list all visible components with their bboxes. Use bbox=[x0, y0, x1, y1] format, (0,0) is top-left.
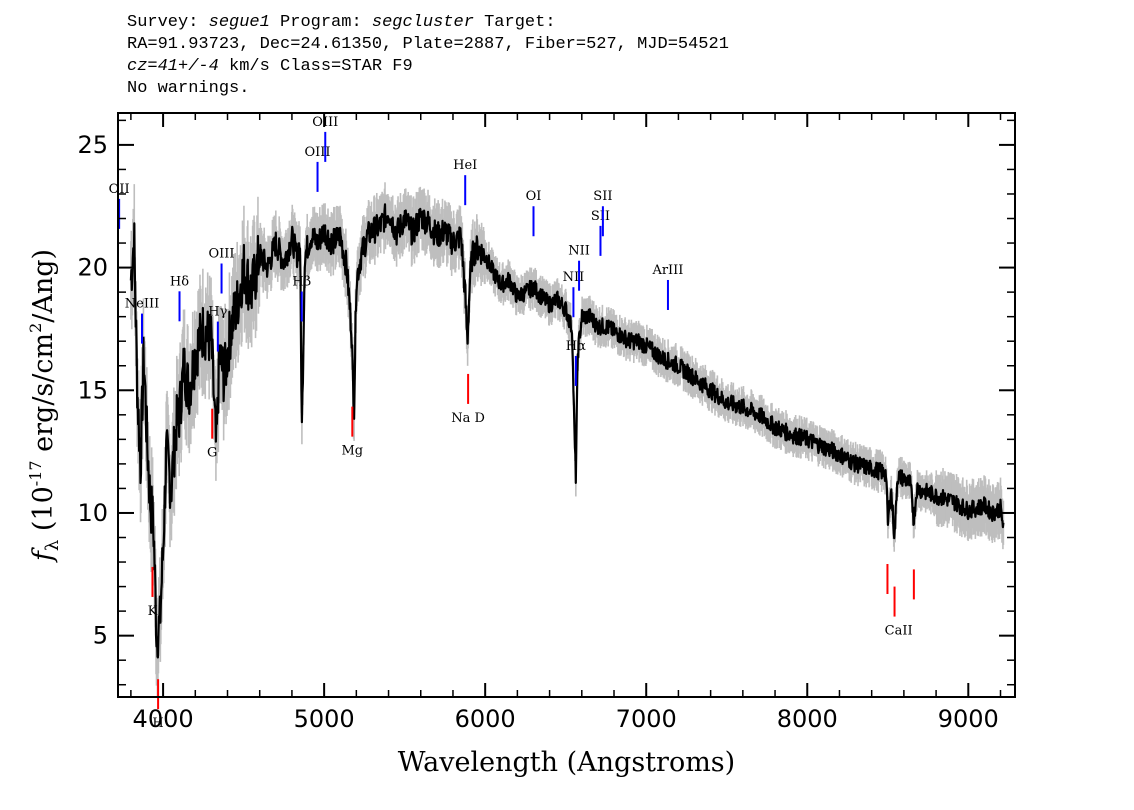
class-text: km/s Class=STAR F9 bbox=[218, 57, 413, 76]
absorption-line-label: Na D bbox=[451, 411, 485, 426]
plot-frame bbox=[117, 112, 1016, 698]
emission-line-label: NII bbox=[568, 244, 590, 259]
y-title-square: 2 bbox=[26, 323, 45, 333]
y-title-pre: (10 bbox=[28, 486, 59, 539]
emission-line-label: HeI bbox=[453, 158, 477, 173]
y-axis-title: fλ (10-17 erg/s/cm2/Ang) bbox=[26, 249, 63, 563]
spectrum-header: Survey: segue1 Program: segcluster Targe… bbox=[127, 12, 729, 100]
x-tick-label: 5000 bbox=[294, 705, 355, 733]
survey-name: segue1 bbox=[208, 13, 270, 32]
header-line-coordinates: RA=91.93723, Dec=24.61350, Plate=2887, F… bbox=[127, 35, 729, 54]
emission-line-label: Hδ bbox=[170, 274, 189, 289]
absorption-line-label: K bbox=[148, 604, 158, 619]
x-tick-label: 9000 bbox=[938, 705, 999, 733]
emission-line-label: Hβ bbox=[292, 275, 311, 290]
x-tick-label: 7000 bbox=[616, 705, 677, 733]
flux-series-line bbox=[129, 203, 1005, 659]
axes: 4000 5000 6000 7000 8000 9000 5 10 15 20 25 bbox=[77, 113, 1015, 733]
emission-line-label: OI bbox=[526, 189, 542, 204]
y-tick-label: 5 bbox=[93, 622, 108, 650]
absorption-line-label: Mg bbox=[341, 444, 363, 459]
program-prefix: Program: bbox=[269, 13, 372, 32]
x-tick-label: 8000 bbox=[777, 705, 838, 733]
y-tick-label: 15 bbox=[77, 376, 108, 404]
x-tick-label: 4000 bbox=[133, 705, 194, 733]
emission-line-label: OIII bbox=[312, 115, 338, 130]
header-line-survey: Survey: segue1 Program: segcluster Targe… bbox=[127, 12, 729, 34]
y-title-exponent: -17 bbox=[26, 460, 45, 486]
x-tick-label: 6000 bbox=[455, 705, 516, 733]
emission-line-label: Hα bbox=[566, 339, 586, 354]
redshift-value: cz=41+/-4 bbox=[127, 57, 219, 76]
y-tick-label: 25 bbox=[77, 131, 108, 159]
y-title-lambda: λ bbox=[42, 540, 63, 551]
target-prefix: Target: bbox=[473, 13, 556, 32]
y-title-post: /Ang) bbox=[28, 249, 59, 323]
absorption-line-label: G bbox=[207, 446, 217, 461]
emission-line-label: Hγ bbox=[208, 305, 227, 320]
x-axis-title: Wavelength (Angstroms) bbox=[398, 747, 735, 778]
emission-line-label: ArIII bbox=[651, 263, 683, 278]
emission-line-label: OIII bbox=[209, 246, 235, 261]
header-line-redshift: cz=41+/-4 km/s Class=STAR F9 bbox=[127, 56, 729, 78]
emission-line-label: OII bbox=[109, 182, 130, 197]
y-title-f: f bbox=[28, 547, 59, 563]
program-name: segcluster bbox=[371, 13, 474, 32]
absorption-line-label: H bbox=[152, 716, 163, 731]
survey-prefix: Survey: bbox=[127, 13, 209, 32]
header-line-warnings: No warnings. bbox=[127, 79, 250, 98]
y-tick-label: 20 bbox=[77, 254, 108, 282]
y-title-units: erg/s/cm bbox=[28, 333, 59, 461]
emission-line-label: OIII bbox=[304, 145, 330, 160]
emission-line-label: SII bbox=[593, 189, 612, 204]
emission-line-label: SII bbox=[591, 209, 610, 224]
spectral-line-markers: OII NeIII Hδ Hγ OIII Hβ OIII OIII HeI OI NII Hα NII S… bbox=[109, 115, 915, 731]
y-tick-label: 10 bbox=[77, 499, 108, 527]
absorption-line-label: CaII bbox=[885, 624, 913, 639]
emission-line-label: NII bbox=[563, 270, 585, 285]
emission-line-label: NeIII bbox=[125, 297, 159, 312]
